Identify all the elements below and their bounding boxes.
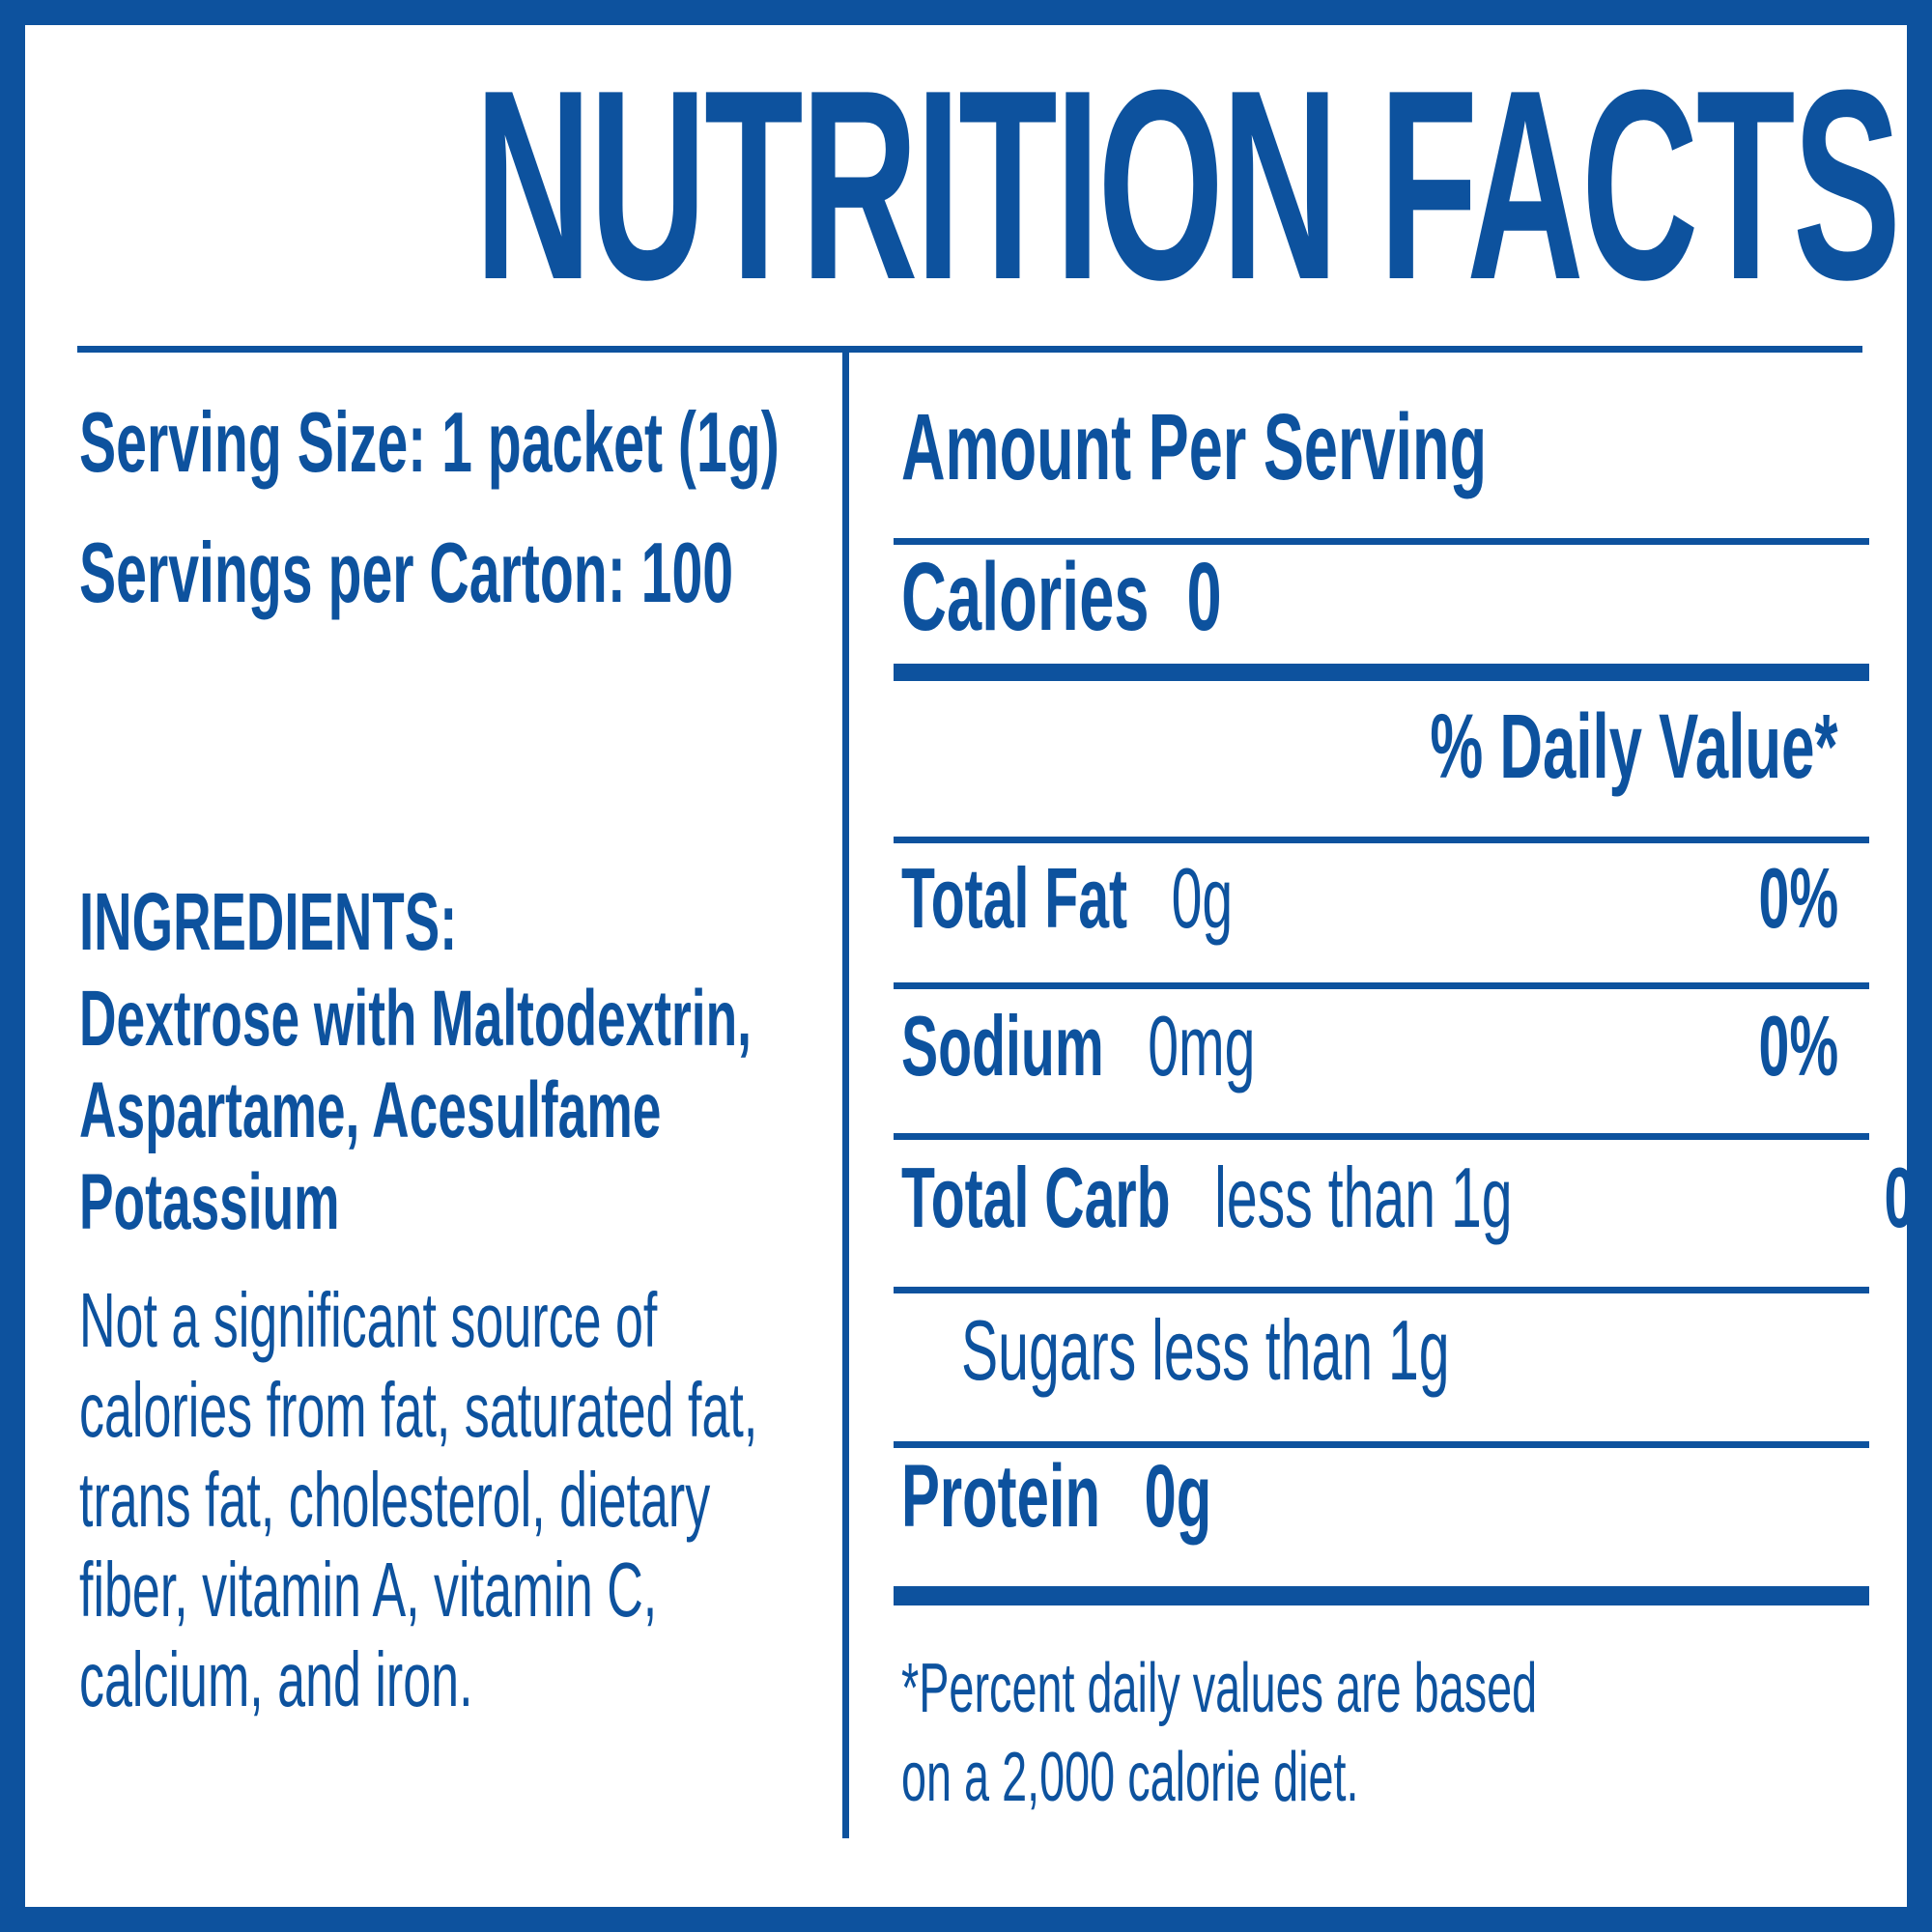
- note-line: calories from fat, saturated fat,: [79, 1367, 758, 1453]
- ingredients-line: Aspartame, Acesulfame: [79, 1066, 662, 1154]
- title-divider-rule: [77, 346, 1862, 353]
- row-rule: [894, 1287, 1869, 1293]
- note-line: calcium, and iron.: [79, 1636, 473, 1722]
- page-title-text: NUTRITION FACTS: [474, 35, 1901, 336]
- daily-value-rule: [894, 837, 1869, 843]
- column-divider: [842, 346, 849, 1838]
- amount-per-serving-heading: Amount Per Serving: [901, 394, 1488, 499]
- daily-value-heading: % Daily Value*: [1430, 696, 1838, 798]
- note-line: trans fat, cholesterol, dietary: [79, 1457, 711, 1543]
- nutrient-daily-value: 0%: [1758, 850, 1838, 946]
- nutrient-amount: 0g: [1171, 850, 1234, 946]
- page-title: NUTRITION FACTS: [0, 50, 1932, 321]
- ingredients-list: Dextrose with Maltodextrin, Aspartame, A…: [79, 973, 1114, 1248]
- nutrient-row-sodium: Sodium 0mg 0%: [894, 1004, 1869, 1089]
- row-rule: [894, 1441, 1869, 1448]
- protein-thick-bar: [894, 1586, 1869, 1605]
- insignificant-source-note: Not a significant source of calories fro…: [79, 1275, 1122, 1724]
- serving-size-text: Serving Size: 1 packet (1g): [79, 394, 780, 490]
- nutrient-amount: less than 1g: [1214, 1150, 1513, 1245]
- nutrient-label: Total Carb: [901, 1150, 1171, 1245]
- nutrient-label: Total Fat: [901, 850, 1128, 946]
- amount-per-serving-rule: [894, 538, 1869, 545]
- nutrient-daily-value: 0%: [1758, 998, 1838, 1094]
- calories-thick-bar: [894, 664, 1869, 681]
- protein-label: Protein: [901, 1447, 1101, 1546]
- note-line: fiber, vitamin A, vitamin C,: [79, 1547, 658, 1633]
- nutrient-row-total-fat: Total Fat 0g 0%: [894, 856, 1869, 941]
- protein-amount: 0g: [1144, 1447, 1212, 1546]
- nutrient-daily-value: 0%: [1884, 1150, 1932, 1245]
- row-rule: [894, 982, 1869, 989]
- calories-value: 0: [1186, 543, 1222, 651]
- row-rule: [894, 1133, 1869, 1140]
- protein-row: Protein 0g: [894, 1452, 1869, 1541]
- ingredients-line: Dextrose with Maltodextrin,: [79, 975, 752, 1063]
- footnote-line: on a 2,000 calorie diet.: [901, 1739, 1359, 1816]
- footnote-line: *Percent daily values are based: [901, 1650, 1538, 1727]
- calories-row: Calories 0: [894, 549, 1869, 645]
- daily-value-footnote: *Percent daily values are based on a 2,0…: [901, 1644, 1880, 1822]
- nutrient-label: Sodium: [901, 998, 1104, 1094]
- servings-per-carton-text: Servings per Carton: 100: [79, 525, 734, 620]
- sugars-row: Sugars less than 1g: [961, 1302, 1450, 1398]
- nutrient-amount: 0mg: [1148, 998, 1256, 1094]
- note-line: Not a significant source of: [79, 1277, 658, 1363]
- calories-label: Calories: [901, 543, 1150, 651]
- ingredients-heading: INGREDIENTS:: [79, 876, 458, 967]
- ingredients-line: Potassium: [79, 1158, 340, 1246]
